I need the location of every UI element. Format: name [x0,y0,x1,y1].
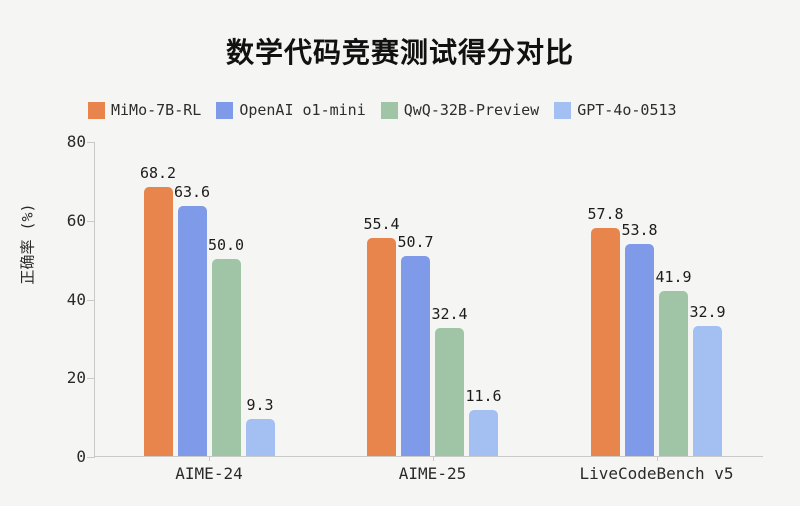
bar-value-label: 50.7 [397,233,434,252]
bar-column: 32.4 [431,305,468,456]
bar [659,291,688,456]
y-tick-mark [87,299,95,301]
bar-value-label: 41.9 [655,268,692,287]
x-tick-mark [656,456,658,461]
legend: MiMo-7B-RL OpenAI o1-mini QwQ-32B-Preview G… [88,101,677,119]
bar [143,187,173,456]
x-tick-mark [209,456,210,461]
legend-label: MiMo-7B-RL [111,101,202,119]
bar-column: 57.8 [587,205,624,456]
bar-column: 41.9 [655,268,692,456]
bar [401,256,430,456]
bar-value-label: 9.3 [246,396,274,415]
y-axis-label: 正确率 (%) [18,203,37,285]
legend-item-qwq-32b-preview: QwQ-32B-Preview [380,101,540,119]
y-tick-mark [87,457,95,458]
plot-area: 0 20 40 60 80 68.2 63.6 50.0 9.3 AIME-24 55.4 50.7 3… [67,132,763,483]
legend-label: QwQ-32B-Preview [403,101,540,119]
bar [591,228,620,456]
legend-label: GPT-4o-0513 [577,101,677,119]
bar-column: 11.6 [465,387,502,456]
x-category-label: LiveCodeBench v5 [579,464,734,483]
bar-column: 50.0 [208,236,244,456]
bar-column: 68.2 [140,164,176,456]
bar-value-label: 53.8 [621,221,658,240]
bar-column: 55.4 [363,215,400,456]
bar-group-aime-24: 68.2 63.6 50.0 9.3 [140,164,275,456]
y-tick-label: 60 [66,210,86,230]
bar-column: 53.8 [621,221,658,456]
x-category-label: AIME-25 [398,464,467,483]
bar [693,326,722,456]
bar [245,419,275,456]
y-tick-label: 40 [66,289,86,309]
bar-group-aime-25: 55.4 50.7 32.4 11.6 [363,215,502,456]
x-tick-mark [432,456,434,461]
y-tick-mark [87,378,95,380]
y-tick-mark [87,142,95,143]
legend-item-gpt-4o-0513: GPT-4o-0513 [554,101,677,119]
bar-value-label: 32.9 [689,303,726,322]
bar-value-label: 63.6 [173,182,211,201]
chart-title: 数学代码竞赛测试得分对比 [225,36,574,69]
bar-column: 63.6 [174,183,210,456]
legend-swatch [380,101,398,119]
bar [435,328,464,456]
legend-item-mimo-7b-rl: MiMo-7B-RL [88,101,201,119]
bar-group-livecodebench-v5: 57.8 53.8 41.9 32.9 [587,205,726,456]
bar [469,410,498,456]
legend-swatch [554,101,572,119]
bar-value-label: 57.8 [587,205,624,224]
legend-swatch [88,101,105,119]
bar [177,205,207,456]
x-category-label: AIME-24 [175,464,243,483]
bar-value-label: 68.2 [139,164,177,183]
bar-value-label: 32.4 [431,305,468,324]
bar-value-label: 11.6 [465,387,502,406]
y-tick-label: 80 [66,132,86,151]
bar-value-label: 55.4 [363,214,400,233]
bar-column: 9.3 [245,396,275,456]
legend-label: OpenAI o1-mini [239,101,366,119]
bar-value-label: 50.0 [207,236,245,255]
legend-swatch [216,101,234,119]
y-tick-mark [87,220,95,222]
bar [625,244,654,456]
bar [367,237,396,456]
y-tick-label: 20 [66,368,86,388]
y-tick-label: 0 [76,447,86,466]
bar-column: 32.9 [689,303,726,456]
bar [211,259,241,456]
legend-item-openai-o1-mini: OpenAI o1-mini [216,101,366,119]
bar-column: 50.7 [397,233,434,456]
